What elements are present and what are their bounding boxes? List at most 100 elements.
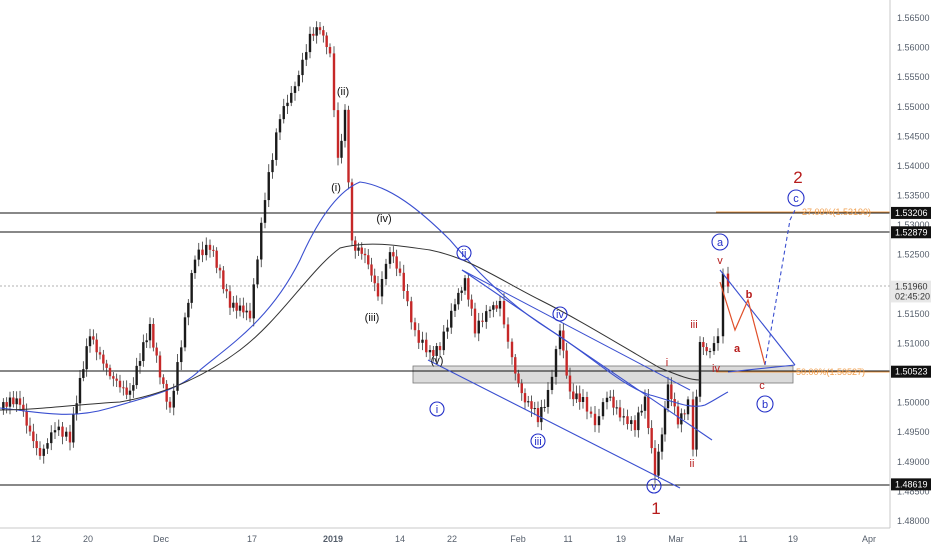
candle-body <box>601 402 605 417</box>
y-tick-label: 1.55000 <box>897 102 930 112</box>
x-tick-label: 14 <box>395 534 405 544</box>
x-tick-label: Feb <box>510 534 526 544</box>
candle-body <box>46 443 49 449</box>
candle-body <box>712 343 716 352</box>
candle-body <box>290 92 293 103</box>
fib-label-27: 27.00%(1.53190) <box>802 207 871 217</box>
candle-body <box>698 342 702 397</box>
candle-body <box>373 275 376 284</box>
candle-body <box>343 109 347 141</box>
x-tick-label: 20 <box>83 534 93 544</box>
candle-body <box>350 182 354 241</box>
circle-label-b: b <box>756 395 774 413</box>
candle-body <box>125 387 128 395</box>
candle-body <box>562 330 565 351</box>
candle-body <box>637 412 640 431</box>
candle-body <box>410 301 413 323</box>
candle-body <box>65 431 68 437</box>
projection-label-b: b <box>746 289 753 301</box>
candle-body <box>533 408 536 410</box>
candle-body <box>172 390 175 408</box>
candle-body <box>42 448 45 456</box>
candle-body <box>98 352 102 355</box>
candle-body <box>232 302 235 308</box>
y-tick-label: 1.49500 <box>897 427 930 437</box>
candle-body <box>691 399 695 450</box>
price-tag-label: 1.48619 <box>895 479 928 489</box>
candle-body <box>520 383 523 394</box>
candle-body <box>72 414 75 443</box>
y-tick-label: 1.48000 <box>897 516 930 526</box>
candle-body <box>593 413 597 426</box>
candle-body <box>398 268 402 273</box>
candle-body <box>112 376 115 379</box>
candle-body <box>485 311 488 322</box>
candle-body <box>35 441 38 449</box>
x-tick-label: 17 <box>247 534 257 544</box>
projection-path-red <box>719 281 766 366</box>
candle-body <box>384 263 388 280</box>
candle-body <box>402 272 405 291</box>
wave-label-i-black: (i) <box>331 182 341 194</box>
candle-body <box>197 249 200 260</box>
candle-body <box>506 324 510 342</box>
candle-body <box>118 380 122 388</box>
candle-body <box>721 273 725 337</box>
candle-body <box>105 363 108 368</box>
price-tag-bg <box>891 206 931 219</box>
candle-body <box>428 350 432 353</box>
candle-body <box>388 252 392 264</box>
candle-body <box>446 327 449 332</box>
candle-body <box>176 362 179 391</box>
y-tick-label: 1.53000 <box>897 220 930 230</box>
candle-body <box>666 384 670 409</box>
candle-body <box>102 354 105 364</box>
x-tick-label: 19 <box>788 534 798 544</box>
svg-text:iii: iii <box>534 436 541 448</box>
candle-body <box>208 244 212 250</box>
candle-body <box>218 267 222 271</box>
y-tick-label: 1.51000 <box>897 338 930 348</box>
candle-body <box>510 341 514 358</box>
candle-body <box>417 330 420 343</box>
candle-body <box>128 390 132 395</box>
candle-body <box>293 86 297 93</box>
candle-body <box>498 301 502 309</box>
candle-body <box>53 430 57 433</box>
candle-body <box>190 273 193 303</box>
candle-body <box>660 434 664 452</box>
candle-body <box>450 310 453 328</box>
candle-body <box>360 247 363 254</box>
svg-text:v: v <box>651 481 657 493</box>
projection-label-a: a <box>734 343 741 355</box>
candle-body <box>565 350 568 376</box>
candle-body <box>183 317 187 348</box>
candle-body <box>193 259 197 274</box>
candle-body <box>242 305 245 313</box>
candle-body <box>363 253 367 256</box>
candle-body <box>554 349 558 377</box>
candle-body <box>354 240 357 251</box>
candle-body <box>546 389 550 407</box>
candle-body <box>115 378 118 381</box>
x-axis[interactable]: 12 20 Dec 17 2019 14 22 Feb 11 19 Mar 11 19 Apr <box>31 534 876 544</box>
candle-body <box>8 397 12 407</box>
candle-body <box>702 342 705 348</box>
candle-body <box>78 377 82 404</box>
candle-body <box>481 320 484 322</box>
candle-body <box>597 416 601 426</box>
candle-body <box>536 408 540 423</box>
candle-body <box>328 47 332 54</box>
candle-body <box>695 396 698 450</box>
candle-body <box>615 407 618 409</box>
candle-body <box>2 402 5 410</box>
candle-body <box>612 396 615 408</box>
candle-body <box>705 347 708 352</box>
candle-body <box>438 346 442 351</box>
candle-body <box>716 336 720 344</box>
candle-body <box>22 404 25 412</box>
candle-body <box>376 283 380 297</box>
candle-body <box>5 402 8 407</box>
candle-body <box>336 110 340 158</box>
